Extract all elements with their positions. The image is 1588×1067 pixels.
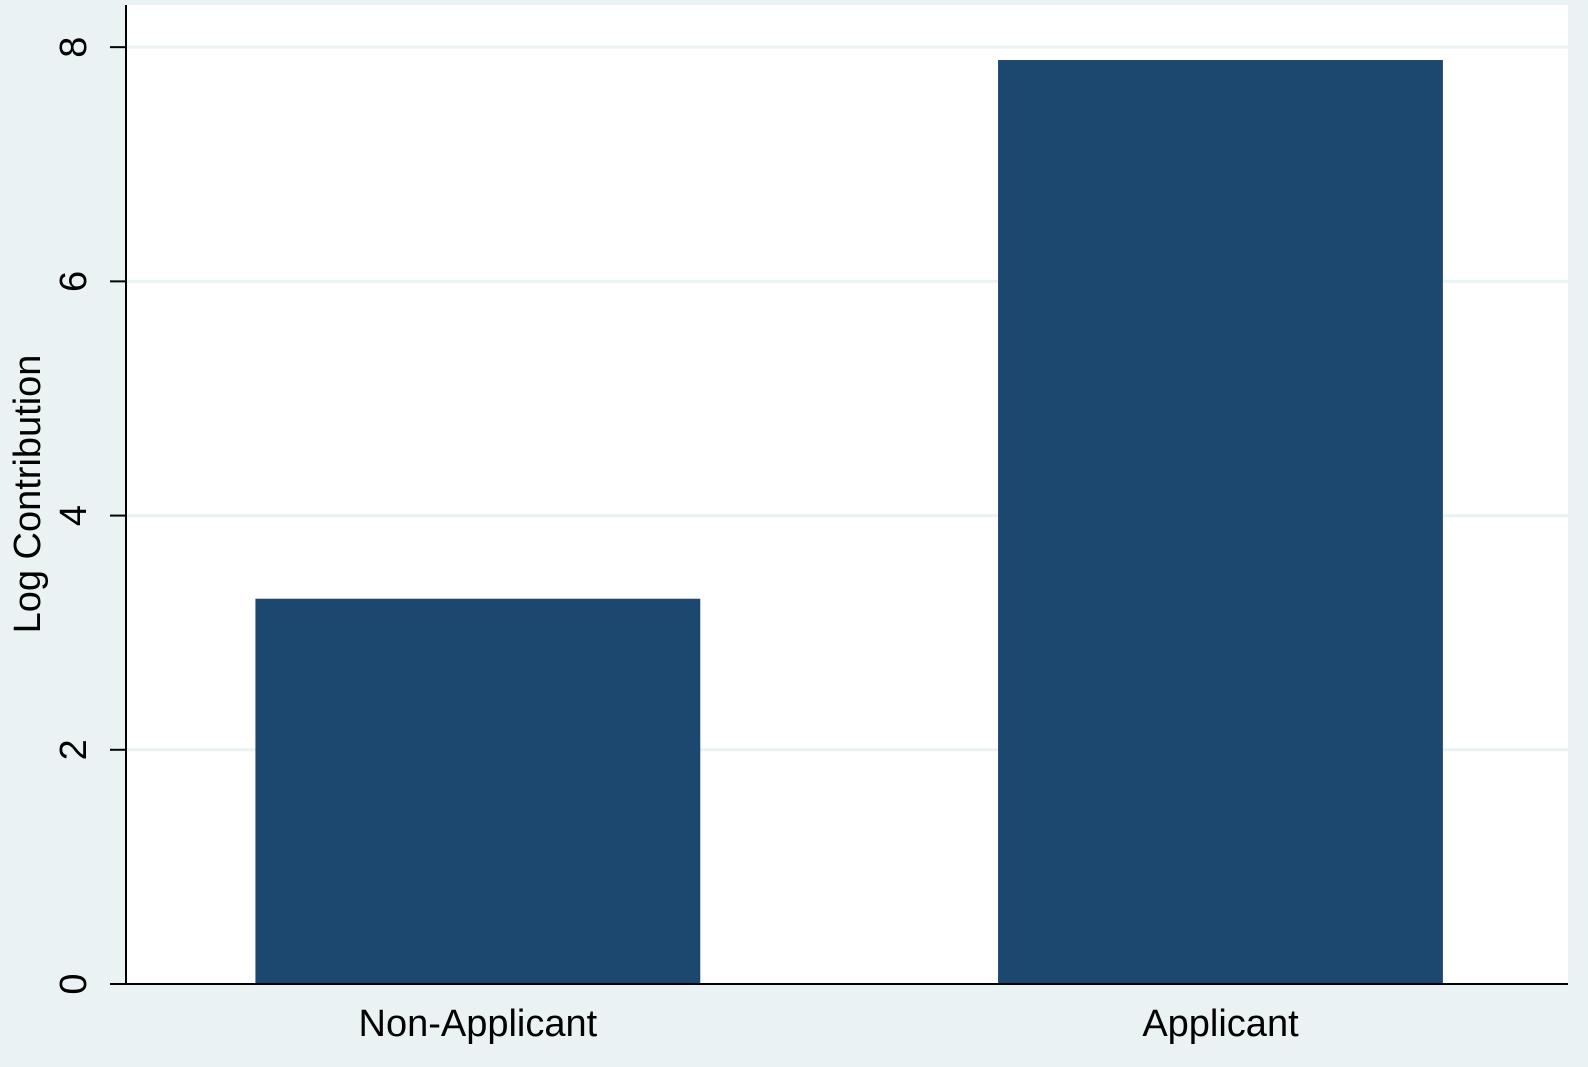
y-tick-label: 4 (53, 505, 95, 526)
y-tick-label: 6 (53, 271, 95, 292)
bar (998, 60, 1443, 984)
x-tick-label: Applicant (1142, 1003, 1299, 1045)
y-tick-label: 8 (53, 37, 95, 58)
y-tick-label: 0 (53, 973, 95, 994)
bar (255, 598, 701, 984)
y-axis-title: Log Contribution (7, 355, 49, 634)
x-tick-label: Non-Applicant (359, 1003, 598, 1045)
y-tick-label: 2 (53, 739, 95, 760)
